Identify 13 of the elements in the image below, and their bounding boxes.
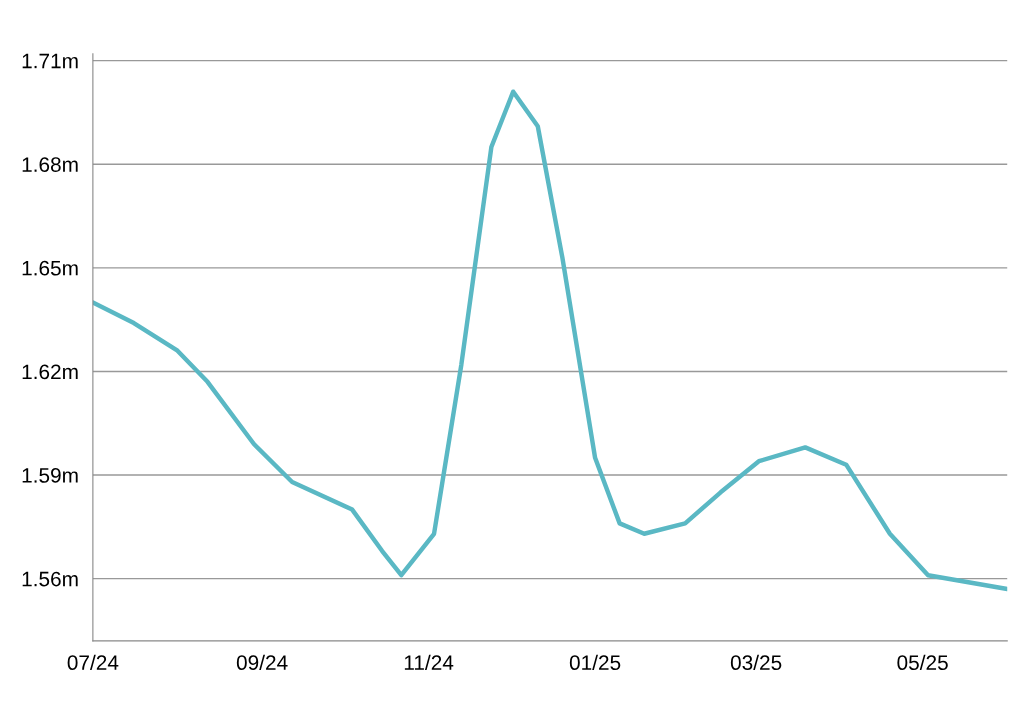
y-tick-label: 1.59m [22, 468, 78, 483]
x-tick-label: 01/25 [569, 654, 621, 671]
line-series [92, 89, 1008, 592]
x-tick-label: 09/24 [236, 654, 288, 671]
x-tick-label: 11/24 [404, 654, 454, 671]
y-tick-label: 1.71m [22, 53, 78, 69]
y-tick-label: 1.68m [22, 157, 78, 172]
x-tick-label: 07/24 [67, 654, 119, 671]
x-tick-label: 03/25 [730, 654, 782, 671]
y-tick-label: 1.62m [22, 364, 78, 380]
y-tick-label: 1.56m [22, 571, 78, 587]
y-tick-label: 1.65m [22, 260, 78, 276]
x-tick-label: 05/25 [897, 654, 948, 671]
